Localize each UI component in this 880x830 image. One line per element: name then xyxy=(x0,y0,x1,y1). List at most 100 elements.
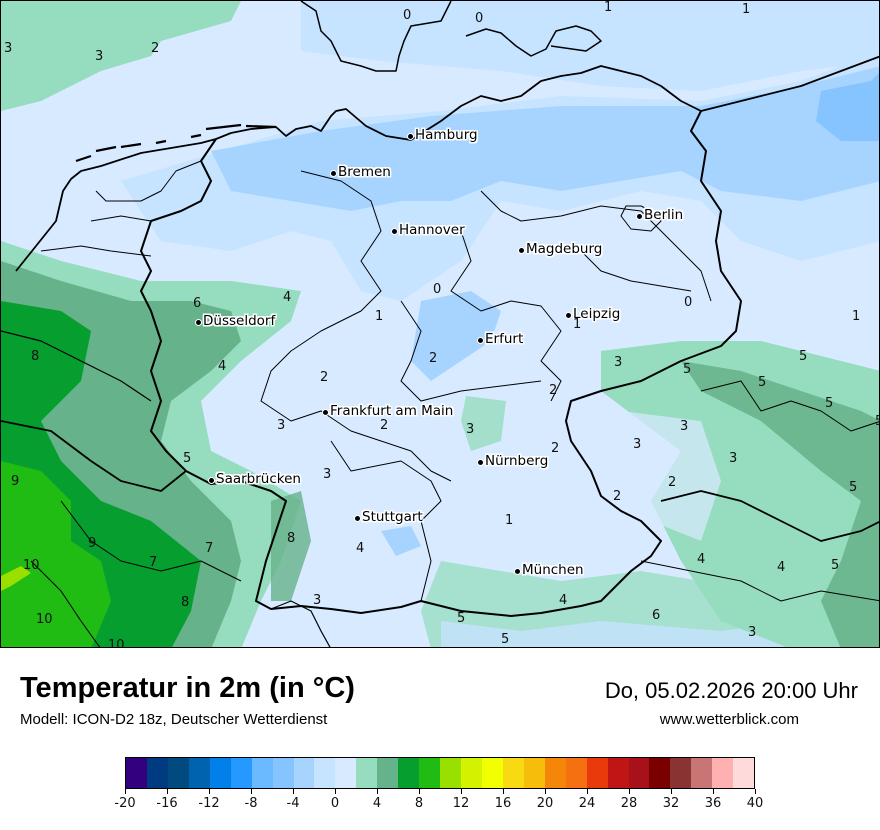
colorbar-tick-label: 8 xyxy=(414,796,424,811)
colorbar-segment xyxy=(440,758,461,788)
region-warm-8-10 xyxy=(1,461,111,647)
region-cool-bohemia xyxy=(621,411,721,541)
colorbar-segment xyxy=(461,758,482,788)
colorbar-tick xyxy=(209,789,210,794)
city-dot-icon xyxy=(477,459,484,466)
colorbar-tick-label: -12 xyxy=(198,796,220,811)
coastline-germany-north-sea xyxy=(215,108,412,141)
colorbar-segment xyxy=(502,758,524,788)
colorbar-segment xyxy=(167,758,189,788)
colorbar-segment xyxy=(523,758,545,788)
isoline-value: 1 xyxy=(604,0,613,15)
isoline-value: 4 xyxy=(356,541,365,556)
colorbar-tick xyxy=(293,789,294,794)
colorbar-tick xyxy=(503,789,504,794)
temperature-colorbar xyxy=(125,757,755,789)
frisian-islands xyxy=(75,123,277,163)
isoline-value: 1 xyxy=(852,309,861,324)
city-dot-icon xyxy=(514,568,521,575)
isoline-value: 1 xyxy=(505,513,514,528)
border-france-regions xyxy=(60,500,242,582)
city-marker: Frankfurt am Main xyxy=(322,404,453,419)
city-name: Nürnberg xyxy=(485,453,549,469)
isoline-value: 2 xyxy=(613,489,622,504)
isoline-value: 5 xyxy=(849,480,858,495)
colorbar-segment xyxy=(335,758,357,788)
isoline-value: 5 xyxy=(825,396,834,411)
city-marker: Bremen xyxy=(330,165,391,180)
colorbar-segment xyxy=(230,758,252,788)
city-dot-icon xyxy=(518,247,525,254)
region-cool-baltic xyxy=(301,1,879,91)
city-name: Berlin xyxy=(644,207,684,223)
coastline-netherlands xyxy=(15,138,217,272)
border-state-6 xyxy=(580,250,692,292)
colorbar-segment xyxy=(126,758,147,788)
isoline-value: 3 xyxy=(748,625,757,640)
colorbar-ticks: -20 -16 -12 -8 -4 0 4 8 12 16 20 24 28 32 36 40 xyxy=(114,789,763,819)
city-dot-icon xyxy=(354,515,361,522)
region-cold-thuringia xyxy=(411,291,501,381)
city-marker: München xyxy=(514,563,584,578)
colorbar-tick-label: 20 xyxy=(536,796,554,811)
isoline-value: 2 xyxy=(151,41,160,56)
city-dot-icon xyxy=(477,337,484,344)
colorbar-segment xyxy=(209,758,231,788)
isoline-value: 2 xyxy=(668,475,677,490)
city-marker: Magdeburg xyxy=(518,242,602,257)
isoline-value: 5 xyxy=(183,451,192,466)
isoline-value: 0 xyxy=(475,11,484,26)
colorbar-tick xyxy=(251,789,252,794)
city-dot-icon xyxy=(565,312,572,319)
colorbar-tick-label: -8 xyxy=(244,796,258,811)
isoline-value: 1 xyxy=(573,317,582,332)
colorbar-tick xyxy=(419,789,420,794)
isoline-value: 3 xyxy=(313,593,322,608)
city-marker: Berlin xyxy=(636,207,684,223)
colorbar-tick xyxy=(125,789,126,794)
colorbar-segment xyxy=(293,758,315,788)
city-dot-icon xyxy=(636,213,643,220)
colorbar-segment xyxy=(314,758,336,788)
isoline-value: 5 xyxy=(501,632,510,647)
city-marker: Düsseldorf xyxy=(195,313,276,329)
isoline-value: 4 xyxy=(777,560,786,575)
colorbar-tick-label: 36 xyxy=(704,796,722,811)
isoline-value: 2 xyxy=(549,383,558,398)
city-dot-icon xyxy=(330,170,337,177)
map-graphic xyxy=(1,1,879,647)
border-state-2 xyxy=(480,190,712,302)
colorbar-tick-label: 16 xyxy=(494,796,512,811)
colorbar-tick xyxy=(587,789,588,794)
isoline-value: 5 xyxy=(683,362,692,377)
colorbar-segment xyxy=(356,758,378,788)
map-title: Temperatur in 2m (in °C) xyxy=(20,672,355,704)
isoline-value: 0 xyxy=(684,295,693,310)
website-link[interactable]: www.wetterblick.com xyxy=(659,711,799,728)
colorbar-tick xyxy=(545,789,546,794)
border-czech-austria xyxy=(660,490,879,542)
isoline-value: 5 xyxy=(875,415,879,428)
isoline-value: 4 xyxy=(697,552,706,567)
colorbar-tick-label: 28 xyxy=(620,796,638,811)
isoline-value: 7 xyxy=(149,555,158,570)
colorbar-segment xyxy=(607,758,629,788)
colorbar-segment xyxy=(733,758,755,788)
city-marker: Stuttgart xyxy=(354,510,423,525)
colorbar-segment xyxy=(649,758,671,788)
border-netherlands-1 xyxy=(95,160,202,202)
city-name: Düsseldorf xyxy=(203,313,276,329)
city-dot-icon xyxy=(195,319,202,326)
city-dot-icon xyxy=(322,409,329,416)
isoline-value: 10 xyxy=(36,612,53,627)
colorbar-tick-label: -4 xyxy=(286,796,300,811)
isoline-value: 3 xyxy=(729,451,738,466)
colorbar-tick-label: -20 xyxy=(114,796,136,811)
region-cold-swabian-alb xyxy=(381,526,421,556)
colorbar-segment xyxy=(712,758,734,788)
isoline-value: 3 xyxy=(4,41,13,56)
isoline-value: 0 xyxy=(403,8,412,23)
city-marker: Leipzig xyxy=(565,307,620,322)
region-warm-north-sea xyxy=(1,1,241,111)
isoline-value: 4 xyxy=(559,593,568,608)
